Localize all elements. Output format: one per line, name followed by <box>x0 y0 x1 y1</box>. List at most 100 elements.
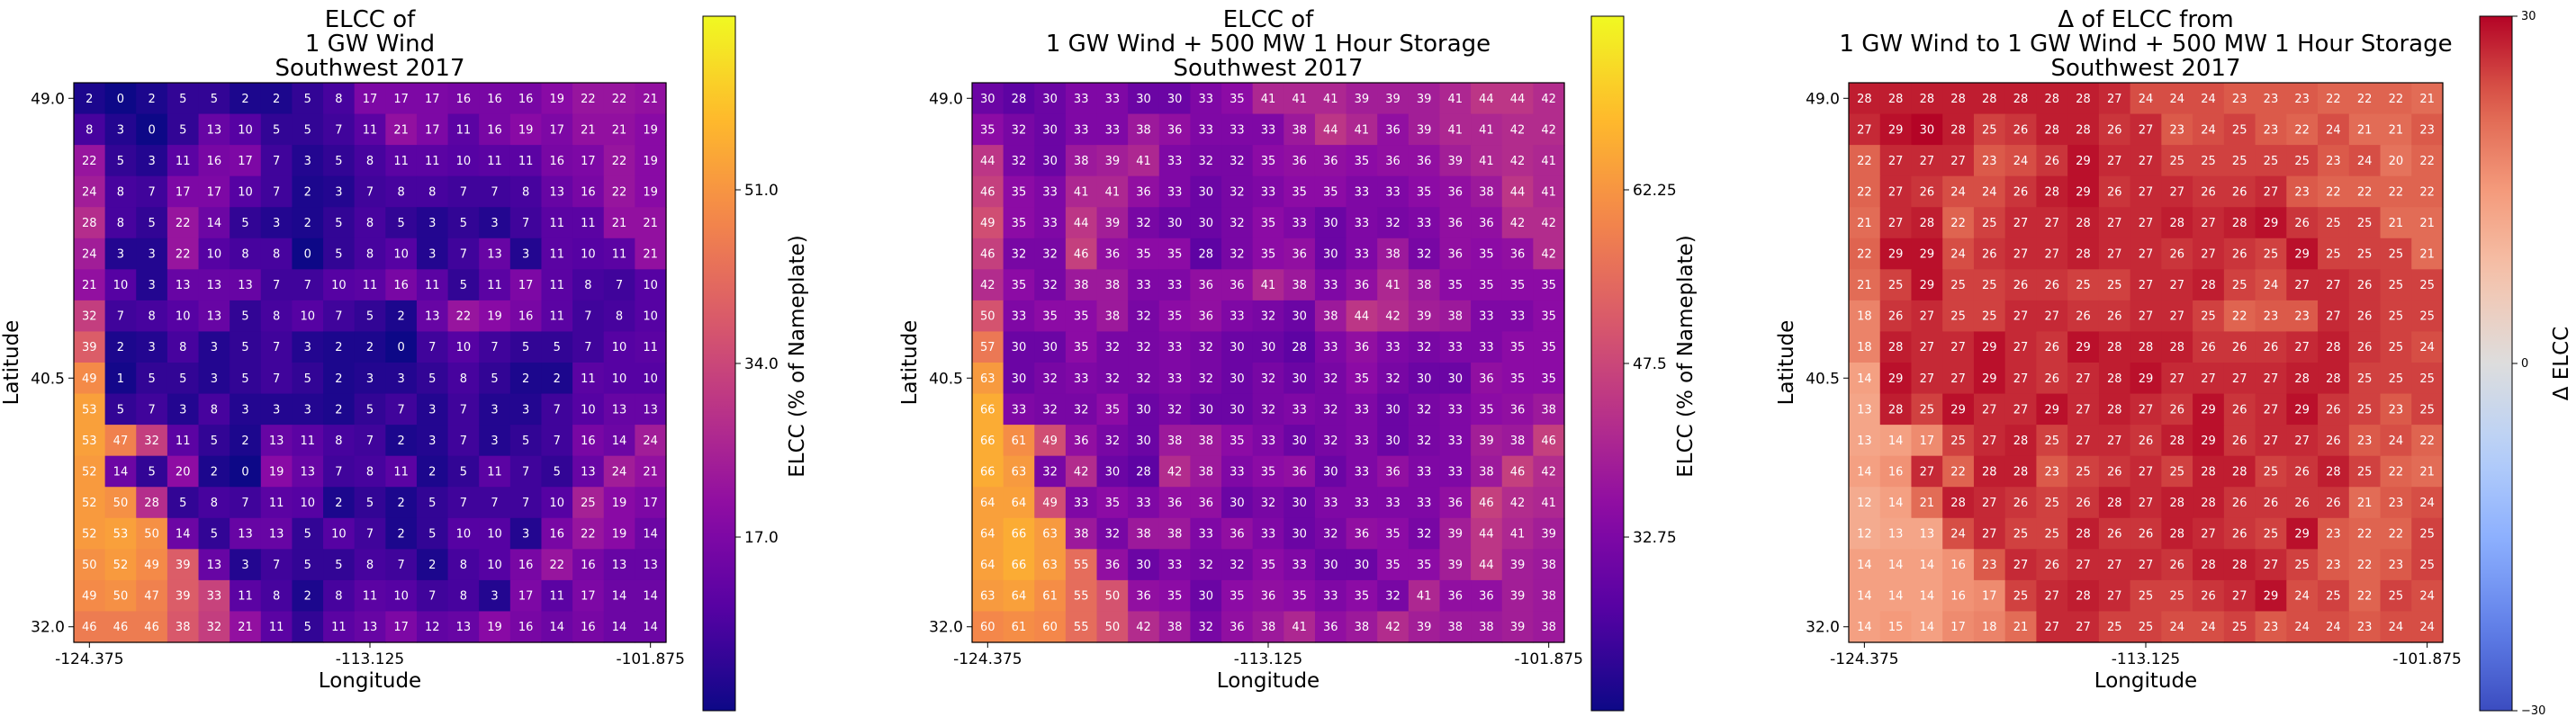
heatmap-cell <box>323 269 356 301</box>
cell-value-label: 30 <box>980 93 995 106</box>
heatmap-cell <box>2161 549 2193 581</box>
heatmap-cell <box>1158 517 1192 550</box>
heatmap-cell <box>1439 113 1472 146</box>
heatmap-cell <box>292 175 324 208</box>
cell-value-label: 27 <box>2139 403 2154 417</box>
cell-value-label: 22 <box>2389 185 2404 199</box>
heatmap-cell <box>354 145 386 177</box>
cell-value-label: 39 <box>1510 559 1526 572</box>
cell-value-label: 27 <box>2139 123 2154 137</box>
heatmap-cell <box>2411 83 2444 115</box>
heatmap-cell <box>2286 393 2319 426</box>
cell-value-label: 32 <box>1012 248 1027 262</box>
cell-value-label: 23 <box>2294 93 2310 106</box>
heatmap-cell <box>2348 113 2382 146</box>
cell-value-label: 32 <box>1012 155 1027 168</box>
cell-value-label: 41 <box>1479 155 1494 168</box>
cell-value-label: 35 <box>1355 372 1370 386</box>
cell-value-label: 8 <box>460 590 467 604</box>
heatmap-cell <box>2348 393 2382 426</box>
cell-value-label: 25 <box>2264 528 2279 542</box>
heatmap-cell <box>2036 238 2068 270</box>
cell-value-label: 16 <box>1888 465 1904 479</box>
heatmap-cell <box>2318 83 2350 115</box>
cell-value-label: 13 <box>363 621 378 634</box>
heatmap-cell <box>1942 487 1975 519</box>
cell-value-label: 18 <box>1857 310 1872 324</box>
heatmap-cell <box>1533 363 1565 395</box>
cell-value-label: 26 <box>2045 279 2060 292</box>
cell-value-label: 27 <box>2201 217 2216 230</box>
heatmap-cell <box>635 517 667 550</box>
heatmap-cell <box>260 83 293 115</box>
heatmap-cell <box>198 611 230 643</box>
heatmap-cell <box>2130 145 2162 177</box>
heatmap-cell <box>447 331 480 363</box>
x-tick-label: -101.875 <box>616 650 684 668</box>
cell-value-label: 33 <box>207 590 222 604</box>
cell-value-label: 19 <box>643 123 658 137</box>
cell-value-label: 25 <box>2419 372 2435 386</box>
heatmap-cell <box>2223 579 2256 613</box>
heatmap-cell <box>1377 300 1410 333</box>
heatmap-cell <box>1471 611 1503 643</box>
cell-value-label: 7 <box>428 341 436 354</box>
cell-value-label: 2 <box>304 185 311 199</box>
cell-value-label: 42 <box>1385 621 1401 634</box>
cell-value-label: 25 <box>1982 123 1997 137</box>
cell-value-label: 28 <box>1920 93 1935 106</box>
heatmap-cell <box>2255 579 2287 613</box>
heatmap-cell <box>1849 207 1881 239</box>
cell-value-label: 10 <box>550 497 565 510</box>
cell-value-label: 36 <box>1292 465 1307 479</box>
cell-value-label: 26 <box>2232 497 2247 510</box>
cell-value-label: 32 <box>1261 403 1276 417</box>
heatmap-cell <box>635 549 667 581</box>
heatmap-cell <box>1346 207 1378 239</box>
heatmap-cell <box>2161 207 2193 239</box>
heatmap-cell <box>2348 455 2382 488</box>
cell-value-label: 30 <box>1229 372 1245 386</box>
heatmap-cell <box>2161 487 2193 519</box>
heatmap-cell <box>603 517 635 550</box>
cell-value-label: 22 <box>550 559 565 572</box>
cell-value-label: 32 <box>1417 435 1432 448</box>
cell-value-label: 14 <box>1920 559 1935 572</box>
heatmap-cell <box>1034 269 1067 301</box>
heatmap-cell <box>230 113 262 146</box>
cell-value-label: 14 <box>1857 465 1872 479</box>
heatmap-cell <box>260 393 293 426</box>
cell-value-label: 27 <box>2076 403 2091 417</box>
heatmap-cell <box>1221 611 1254 643</box>
heatmap-cell <box>2380 579 2412 613</box>
cell-value-label: 27 <box>2169 372 2184 386</box>
heatmap-cell <box>1439 579 1472 613</box>
cell-value-label: 26 <box>2357 279 2373 292</box>
colorbar-tick-label: −30 <box>2521 704 2545 718</box>
cell-value-label: 25 <box>2357 217 2373 230</box>
cell-value-label: 36 <box>1448 590 1464 604</box>
heatmap-cell <box>2255 113 2287 146</box>
cell-value-label: 28 <box>2326 465 2341 479</box>
cell-value-label: 8 <box>273 310 280 324</box>
cell-value-label: 27 <box>2139 185 2154 199</box>
heatmap-cell <box>2411 611 2444 643</box>
cell-value-label: 27 <box>2201 248 2216 262</box>
heatmap-cell <box>1408 487 1441 519</box>
heatmap-cell <box>1065 113 1098 146</box>
heatmap-cell <box>2411 549 2444 581</box>
cell-value-label: 27 <box>2139 279 2154 292</box>
cell-value-label: 10 <box>300 497 315 510</box>
heatmap-cell <box>1501 487 1534 519</box>
cell-value-label: 33 <box>1136 279 1151 292</box>
cell-value-label: 38 <box>1136 123 1151 137</box>
cell-value-label: 12 <box>1857 497 1872 510</box>
heatmap-cell <box>354 113 386 146</box>
heatmap-cell <box>1849 455 1881 488</box>
heatmap-cell <box>2036 425 2068 457</box>
cell-value-label: 27 <box>2264 435 2279 448</box>
cell-value-label: 36 <box>1323 155 1338 168</box>
heatmap-cell <box>2098 145 2131 177</box>
heatmap-cell <box>167 331 200 363</box>
cell-value-label: 14 <box>643 528 658 542</box>
